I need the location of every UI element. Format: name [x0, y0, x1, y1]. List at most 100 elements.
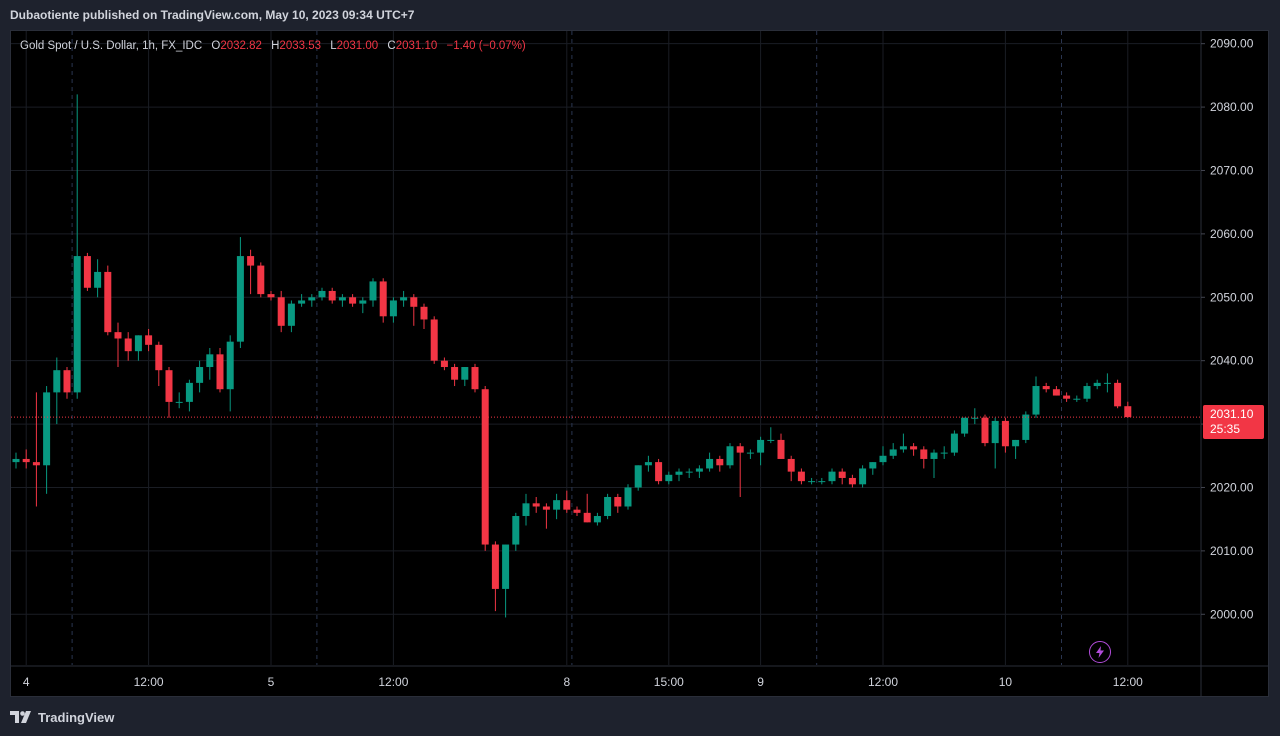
candle-body	[420, 306, 428, 320]
candle-body	[644, 462, 652, 466]
candle-body	[257, 265, 265, 295]
candle	[848, 474, 856, 488]
open-label: O	[211, 40, 221, 52]
y-tick-label: 2090.00	[1210, 37, 1254, 51]
candle-body	[563, 500, 571, 510]
candle-body	[124, 338, 132, 352]
y-tick-label: 2010.00	[1210, 544, 1254, 558]
candle-body	[777, 439, 785, 459]
candle	[53, 357, 61, 425]
candle-body	[920, 449, 928, 459]
symbol-label[interactable]: Gold Spot / U.S. Dollar, 1h, FX_IDC	[20, 40, 203, 52]
candle-body	[797, 471, 805, 482]
candle	[726, 443, 734, 469]
candle-body	[706, 458, 714, 469]
candles	[12, 94, 1132, 618]
candle-body	[1103, 382, 1111, 384]
brand-name: TradingView	[38, 709, 115, 725]
candle	[583, 493, 591, 523]
candle-body	[1093, 382, 1101, 387]
candle	[767, 427, 775, 444]
low-value: 2031.00	[336, 40, 379, 52]
candle	[471, 363, 479, 393]
candle	[593, 512, 601, 526]
candle-body	[685, 471, 693, 473]
candle	[695, 465, 703, 478]
candle	[94, 259, 102, 298]
candle-body	[818, 481, 826, 483]
candle-body	[471, 367, 479, 390]
candle	[1073, 395, 1081, 402]
candle	[655, 458, 663, 485]
candle	[491, 541, 499, 612]
candle-body	[961, 417, 969, 434]
candle	[63, 367, 71, 399]
time-axis[interactable]: 4 12:00 5 12:00 8 15:00 9 12:00 10 12:00	[11, 665, 1268, 689]
candle-body	[1012, 439, 1020, 447]
candle	[104, 265, 112, 336]
tradingview-footer[interactable]: TradingView	[10, 708, 114, 726]
candle-body	[879, 455, 887, 463]
candle	[553, 493, 561, 520]
candle	[318, 287, 326, 301]
candle-body	[349, 297, 357, 304]
candle-body	[583, 512, 591, 523]
candle-body	[32, 462, 40, 466]
y-tick-label: 2040.00	[1210, 354, 1254, 368]
candle-body	[1032, 386, 1040, 415]
candle-body	[481, 389, 489, 545]
candle	[124, 332, 132, 361]
candle-body	[542, 506, 550, 510]
candle-body	[981, 417, 989, 444]
bar-countdown: 25:35	[1210, 422, 1241, 436]
y-tick-label: 2080.00	[1210, 100, 1254, 114]
candle-body	[1052, 389, 1060, 396]
candle	[665, 471, 673, 485]
candle	[675, 468, 683, 482]
candle	[644, 455, 652, 472]
candle	[859, 465, 867, 488]
candle-body	[899, 446, 907, 450]
candle-body	[553, 500, 561, 510]
candle	[32, 392, 40, 507]
lightning-bolt-icon[interactable]	[1089, 641, 1111, 663]
candle	[114, 322, 122, 368]
x-tick-label: 15:00	[654, 675, 684, 689]
candle-body	[889, 449, 897, 456]
y-tick-label: 2050.00	[1210, 290, 1254, 304]
candle	[338, 294, 346, 307]
candle	[716, 455, 724, 472]
candle	[777, 433, 785, 459]
candle	[420, 303, 428, 329]
candle	[787, 455, 795, 482]
candle	[604, 493, 612, 520]
candle	[920, 446, 928, 469]
candle	[542, 503, 550, 529]
candle	[512, 512, 520, 551]
candle-body	[73, 256, 81, 393]
candle-body	[491, 544, 499, 589]
candle-body	[848, 477, 856, 485]
candle	[961, 417, 969, 437]
candle	[563, 490, 571, 513]
price-axis[interactable]: 2090.00 2080.00 2070.00 2060.00 2050.00 2040.…	[1200, 31, 1254, 696]
candle	[369, 278, 377, 307]
candle	[971, 408, 979, 425]
lightning-bolt-glyph	[1096, 646, 1104, 658]
candle	[134, 335, 142, 361]
candle	[838, 468, 846, 485]
candle	[1103, 373, 1111, 393]
candle-body	[277, 297, 285, 326]
candle-body	[1022, 414, 1030, 440]
candle	[889, 443, 897, 459]
candle-body	[675, 471, 683, 475]
candle	[1083, 382, 1091, 402]
x-tick-label: 12:00	[1113, 675, 1143, 689]
candle	[216, 348, 224, 393]
x-tick-label: 10	[999, 675, 1013, 689]
x-tick-label: 9	[757, 675, 764, 689]
candle	[828, 468, 836, 485]
candle	[879, 446, 887, 466]
candle	[685, 468, 693, 478]
